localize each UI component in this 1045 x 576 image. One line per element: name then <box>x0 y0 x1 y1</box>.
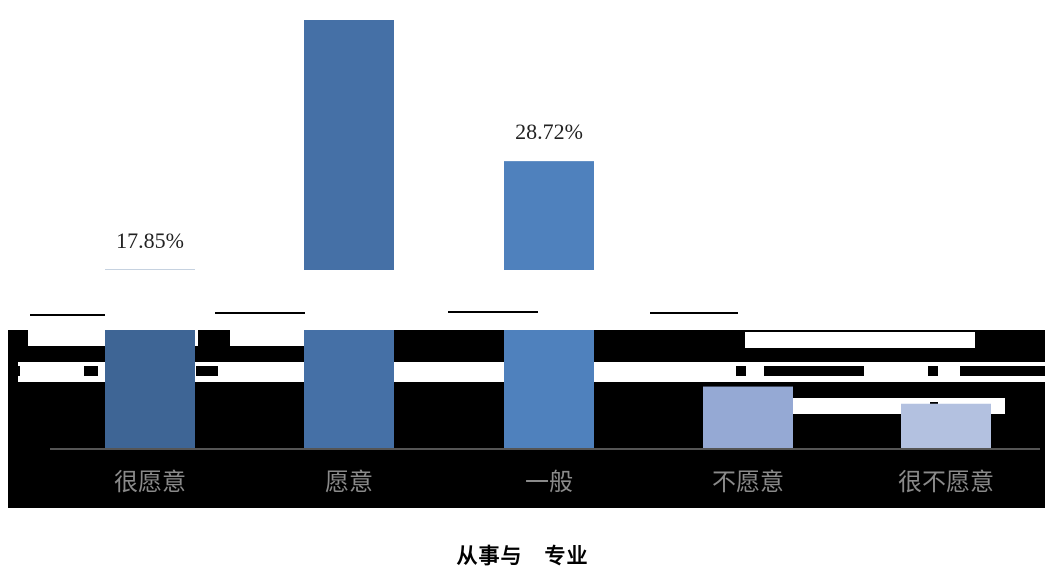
category-label-1: 很愿意 <box>114 468 186 496</box>
bar-lower-segment-3 <box>504 330 594 448</box>
x-axis-line <box>50 448 1040 450</box>
chart-caption: 从事与 专业 <box>456 544 589 568</box>
white-strip <box>745 332 975 348</box>
dash-mark <box>215 312 305 314</box>
block-mark <box>196 366 218 376</box>
occlusion-band-bottom <box>8 448 1045 508</box>
category-label-5: 很不愿意 <box>898 468 994 496</box>
category-label-4: 不愿意 <box>712 468 784 496</box>
dash-mark <box>448 311 538 313</box>
lower-bars-group <box>105 330 991 448</box>
white-gap <box>8 270 1045 330</box>
block-mark <box>928 366 938 376</box>
bar-lower-segment-2 <box>304 330 394 448</box>
block-mark <box>764 366 864 376</box>
bar-lower-segment-5 <box>901 403 991 448</box>
block-mark <box>736 366 746 376</box>
value-label-1: 17.85% <box>116 228 184 253</box>
dash-mark <box>30 314 105 316</box>
category-label-2: 愿意 <box>325 468 373 496</box>
category-label-3: 一般 <box>525 468 573 496</box>
block-mark <box>8 366 20 376</box>
value-labels-group: 17.85% 42.85% 28.72% <box>116 0 583 253</box>
bar-lower-segment-4 <box>703 386 793 448</box>
block-mark <box>84 366 98 376</box>
dash-mark <box>650 312 738 314</box>
bar-lower-segment-1 <box>105 330 195 448</box>
value-label-3: 28.72% <box>515 119 583 144</box>
category-labels-group: 很愿意 愿意 一般 不愿意 很不愿意 <box>114 468 994 496</box>
value-label-2: 42.85% <box>315 0 383 3</box>
block-mark <box>960 366 1045 376</box>
